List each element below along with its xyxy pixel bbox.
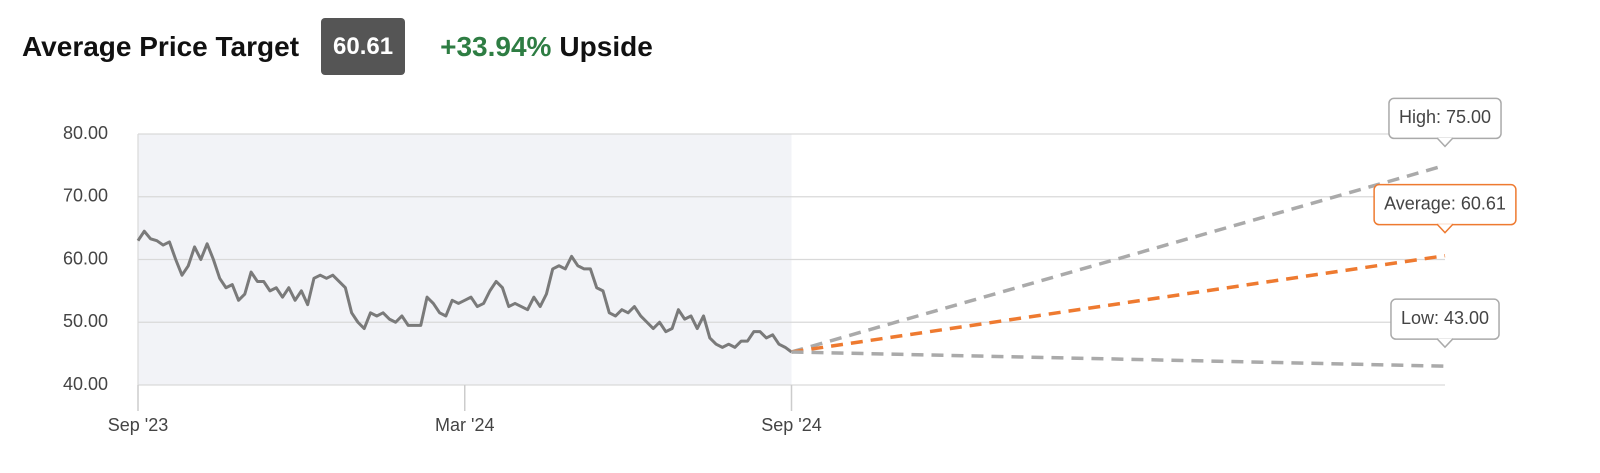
header: Average Price Target 60.61 +33.94% Upsid… [22, 18, 653, 75]
callout-label: Low: 43.00 [1401, 308, 1489, 328]
title: Average Price Target [22, 30, 300, 62]
target-line [791, 163, 1446, 354]
y-tick-label: 80.00 [63, 123, 108, 143]
callout-pointer [1436, 137, 1454, 148]
price-line [136, 229, 793, 354]
x-tick-label: Sep '24 [761, 415, 822, 435]
callout-label: Average: 60.61 [1384, 193, 1506, 213]
target-line [791, 350, 1446, 368]
y-tick-label: 40.00 [63, 374, 108, 394]
price-target-badge: 60.61 [321, 18, 406, 75]
callout-pointer [1436, 338, 1454, 349]
callout-label: High: 75.00 [1399, 107, 1491, 127]
y-tick-label: 50.00 [63, 311, 108, 331]
x-tick-label: Mar '24 [435, 415, 494, 435]
x-tick-label: Sep '23 [108, 415, 169, 435]
upside-percent: +33.94% [440, 30, 552, 62]
target-line [791, 253, 1446, 354]
upside-label: Upside [559, 30, 653, 62]
callout-pointer [1436, 223, 1454, 234]
y-tick-label: 60.00 [63, 248, 108, 268]
y-tick-label: 70.00 [63, 186, 108, 206]
